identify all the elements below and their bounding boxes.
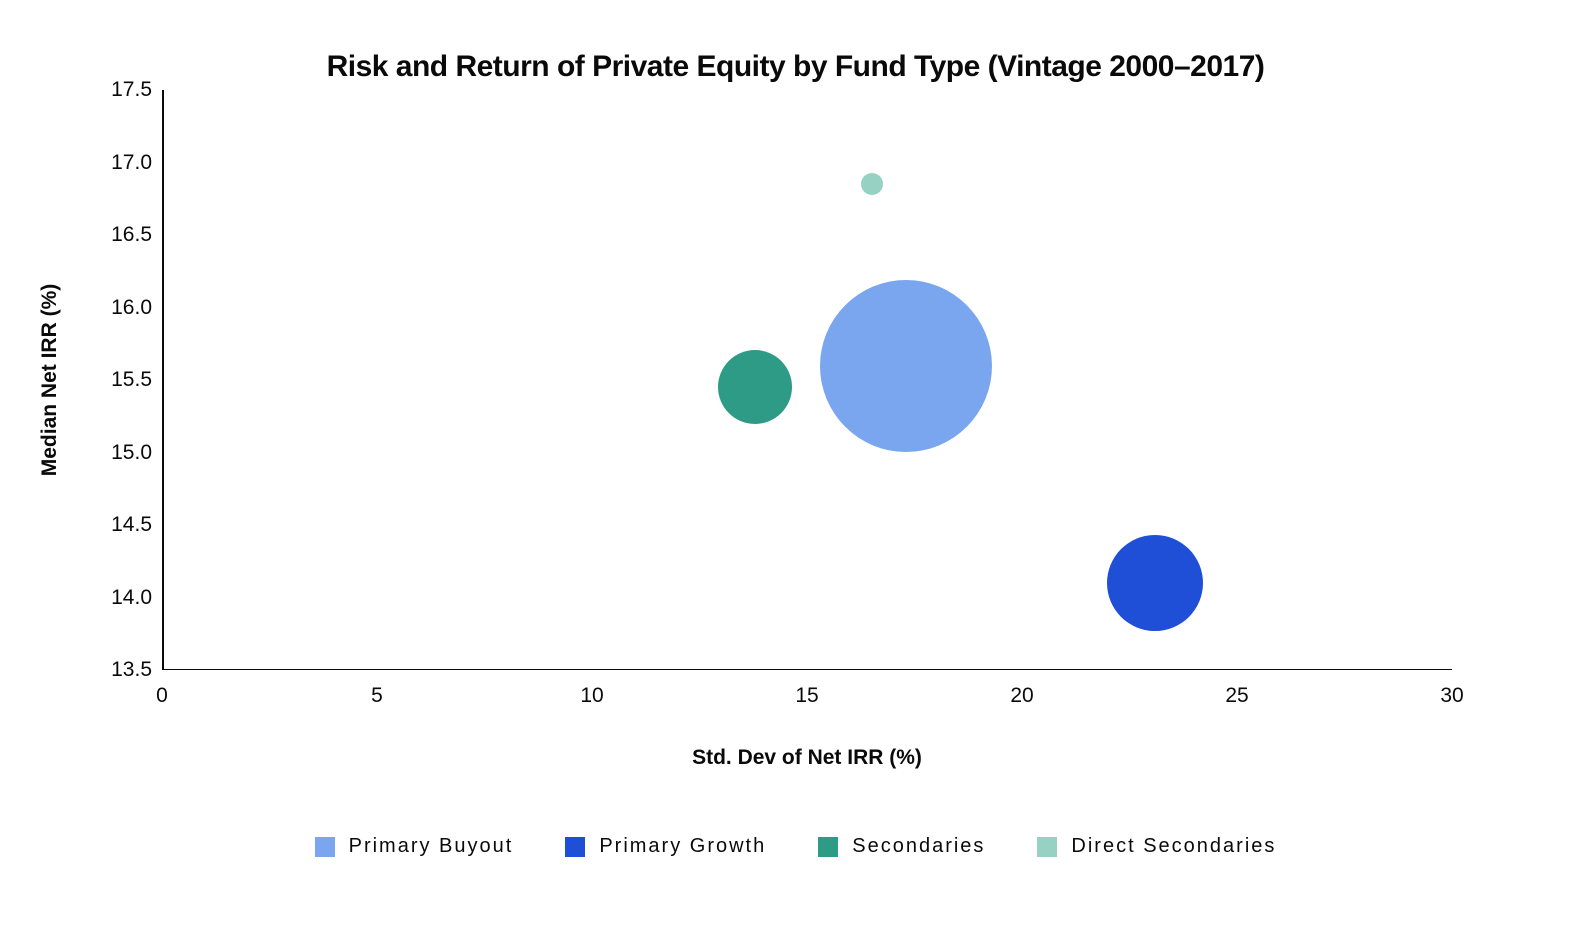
- y-tick-label: 15.5: [72, 368, 152, 392]
- legend-swatch: [565, 837, 585, 857]
- bubble-direct-secondaries: [861, 173, 883, 195]
- y-tick-label: 16.5: [72, 223, 152, 247]
- legend-label: Direct Secondaries: [1071, 835, 1276, 858]
- chart-container: Risk and Return of Private Equity by Fun…: [0, 0, 1591, 926]
- plot-area: [162, 90, 1452, 670]
- y-axis-label: Median Net IRR (%): [38, 284, 62, 477]
- y-axis-line: [162, 90, 164, 670]
- legend-item: Primary Growth: [565, 835, 766, 858]
- legend-item: Primary Buyout: [315, 835, 514, 858]
- chart-title: Risk and Return of Private Equity by Fun…: [0, 50, 1591, 84]
- x-axis-label: Std. Dev of Net IRR (%): [692, 746, 922, 770]
- legend-label: Primary Buyout: [349, 835, 514, 858]
- legend-label: Secondaries: [852, 835, 985, 858]
- y-tick-label: 14.5: [72, 513, 152, 537]
- bubble-secondaries: [718, 350, 792, 424]
- bubble-primary-growth: [1107, 535, 1203, 631]
- legend-item: Secondaries: [818, 835, 985, 858]
- legend-label: Primary Growth: [599, 835, 766, 858]
- x-tick-label: 25: [1225, 684, 1248, 708]
- y-tick-label: 17.5: [72, 78, 152, 102]
- y-tick-label: 17.0: [72, 151, 152, 175]
- legend-swatch: [818, 837, 838, 857]
- x-tick-label: 15: [795, 684, 818, 708]
- y-tick-label: 16.0: [72, 296, 152, 320]
- x-tick-label: 30: [1440, 684, 1463, 708]
- y-tick-label: 14.0: [72, 586, 152, 610]
- bubble-primary-buyout: [820, 280, 992, 452]
- y-tick-label: 13.5: [72, 658, 152, 682]
- legend-item: Direct Secondaries: [1037, 835, 1276, 858]
- x-tick-label: 10: [580, 684, 603, 708]
- x-tick-label: 0: [156, 684, 168, 708]
- x-axis-line: [162, 669, 1452, 671]
- x-tick-label: 5: [371, 684, 383, 708]
- legend-swatch: [315, 837, 335, 857]
- y-tick-label: 15.0: [72, 441, 152, 465]
- legend-swatch: [1037, 837, 1057, 857]
- legend: Primary Buyout Primary Growth Secondaries D…: [0, 835, 1591, 858]
- x-tick-label: 20: [1010, 684, 1033, 708]
